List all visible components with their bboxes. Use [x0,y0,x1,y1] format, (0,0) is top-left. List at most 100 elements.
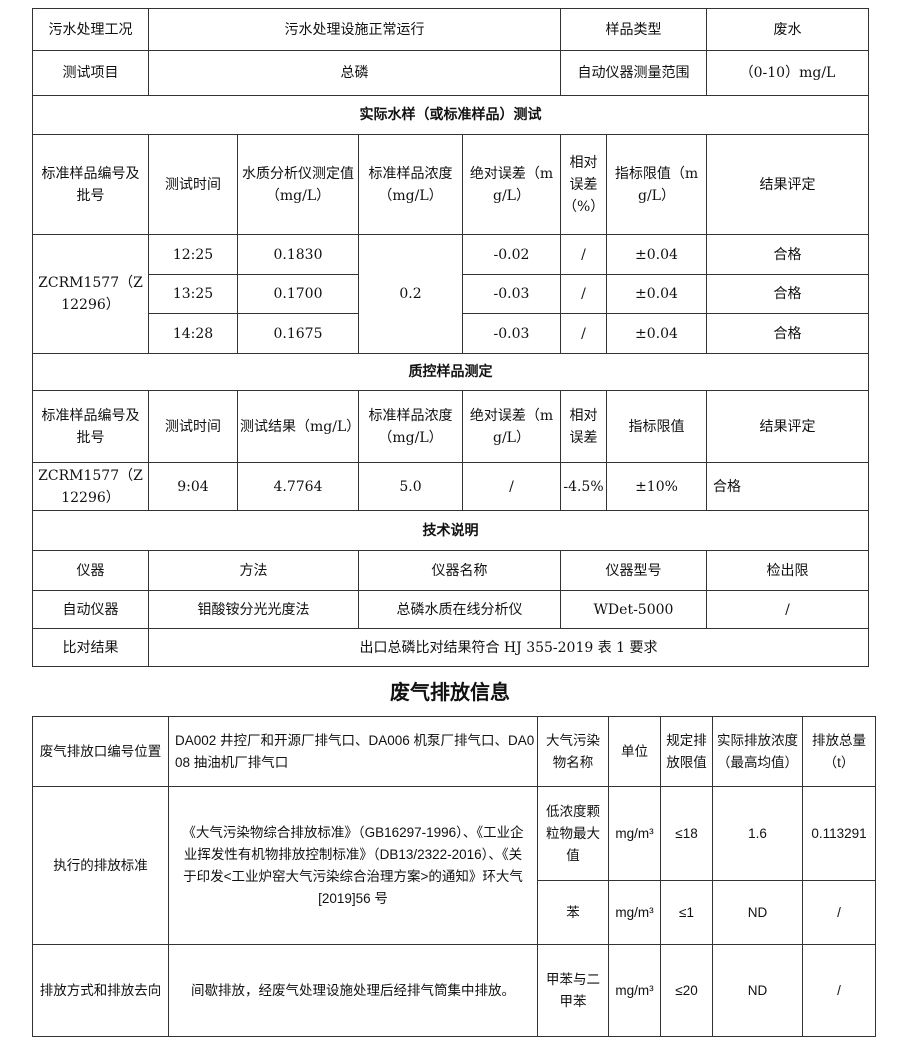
header: 测试时间 [148,134,238,235]
cell: / [706,590,869,629]
cell: ≤18 [660,786,713,881]
standards-text: 《大气污染物综合排放标准》（GB16297-1996）、《工业企业挥发性有机物排… [168,786,538,945]
cell: / [560,313,607,354]
cell: 自动仪器 [32,590,149,629]
header: 标准样品编号及批号 [32,390,149,463]
cell: 4.7764 [237,462,359,511]
cell: ±0.04 [606,234,707,275]
cell: 0.113291 [802,786,876,881]
header: 测试结果（mg/L） [237,390,360,463]
cell: 13:25 [148,274,238,314]
cell: mg/m³ [608,944,661,1037]
header: 标准样品浓度（mg/L） [358,390,463,463]
section-title: 质控样品测定 [32,353,869,391]
label: 执行的排放标准 [32,786,169,945]
cell: mg/m³ [608,786,661,881]
header: 绝对误差（mg/L） [462,134,561,235]
cell: ±10% [606,462,707,511]
cell: 0.1830 [237,234,359,275]
label: 自动仪器测量范围 [560,50,707,96]
cell: -0.03 [462,313,561,354]
cell: ±0.04 [606,274,707,314]
cell: 合格 [706,234,869,275]
cell: 低浓度颗粒物最大值 [537,786,609,881]
cell: 总磷水质在线分析仪 [358,590,561,629]
label: 比对结果 [32,628,149,667]
cell: ±0.04 [606,313,707,354]
value: 出口总磷比对结果符合 HJ 355-2019 表 1 要求 [148,628,869,667]
exhaust-emission-table: 废气排放口编号位置 DA002 井控厂和开源厂排气口、DA006 机泵厂排气口、… [32,716,876,1037]
header: 结果评定 [706,134,869,235]
cell: ND [712,880,803,945]
cell: 合格 [706,313,869,354]
cell: -4.5% [560,462,607,511]
cell: 合格 [706,462,869,511]
cell: / [802,880,876,945]
header: 仪器型号 [560,550,707,591]
value: 废水 [706,8,869,51]
cell: -0.03 [462,274,561,314]
header: 排放总量（t） [802,716,876,787]
value: 污水处理设施正常运行 [148,8,561,51]
section-title: 实际水样（或标准样品）测试 [32,95,869,135]
header: 单位 [608,716,661,787]
table-row: 苯 mg/m³ ≤1 ND / [33,880,876,945]
header: 相对误差 [560,390,607,463]
cell: 5.0 [358,462,463,511]
header: 指标限值（mg/L） [606,134,707,235]
header: 相对误差（%） [560,134,607,235]
header: 结果评定 [706,390,869,463]
table-row: ZCRM1577（Z12296） 9:04 4.7764 5.0 / -4.5%… [32,462,869,511]
cell: 苯 [537,880,609,945]
table-row: 排放方式和排放去向 间歇排放，经废气处理设施处理后经排气筒集中排放。 甲苯与二甲… [32,944,876,1037]
cell: / [560,234,607,275]
header: 指标限值 [606,390,707,463]
cell: ≤20 [660,944,713,1037]
table-row: 自动仪器 钼酸铵分光光度法 总磷水质在线分析仪 WDet-5000 / [32,590,869,629]
cell: / [802,944,876,1037]
header: DA002 井控厂和开源厂排气口、DA006 机泵厂排气口、DA008 抽油机厂… [168,716,538,787]
header: 仪器名称 [358,550,561,591]
cell: 1.6 [712,786,803,881]
table-row: 14:28 0.1675 -0.03 / ±0.04 合格 [33,313,869,354]
cell: 14:28 [148,313,238,354]
cell: ZCRM1577（Z12296） [32,462,149,511]
header: 大气污染物名称 [537,716,609,787]
label: 污水处理工况 [32,8,149,51]
header: 水质分析仪测定值（mg/L） [237,134,359,235]
section-heading: 废气排放信息 [390,680,510,704]
label: 排放方式和排放去向 [32,944,169,1037]
table-row: ZCRM1577（Z12296） 12:25 0.1830 0.2 -0.02 … [32,234,869,354]
section-title: 技术说明 [32,510,869,551]
cell: -0.02 [462,234,561,275]
cell: ND [712,944,803,1037]
table-row: 执行的排放标准 《大气污染物综合排放标准》（GB16297-1996）、《工业企… [32,786,876,945]
sample-id: ZCRM1577（Z12296） [32,234,149,354]
header: 标准样品浓度（mg/L） [358,134,463,235]
header: 检出限 [706,550,869,591]
cell: 12:25 [148,234,238,275]
cell: mg/m³ [608,880,661,945]
table-row: 13:25 0.1700 -0.03 / ±0.04 合格 [33,274,869,314]
header: 测试时间 [148,390,238,463]
wastewater-phosphorus-table: 污水处理工况 污水处理设施正常运行 样品类型 废水 测试项目 总磷 自动仪器测量… [32,8,869,667]
header: 废气排放口编号位置 [32,716,169,787]
cell: 0.1700 [237,274,359,314]
label: 样品类型 [560,8,707,51]
header: 仪器 [32,550,149,591]
cell: 9:04 [148,462,238,511]
cell: 0.2 [358,234,463,354]
header: 标准样品编号及批号 [32,134,149,235]
cell: 合格 [706,274,869,314]
label: 测试项目 [32,50,149,96]
cell: / [560,274,607,314]
cell: 0.1675 [237,313,359,354]
value: （0-10）mg/L [706,50,869,96]
header: 实际排放浓度（最高均值） [712,716,803,787]
cell: 甲苯与二甲苯 [537,944,609,1037]
value: 总磷 [148,50,561,96]
header: 方法 [148,550,359,591]
cell: ≤1 [660,880,713,945]
cell: 间歇排放，经废气处理设施处理后经排气筒集中排放。 [168,944,538,1037]
cell: 钼酸铵分光光度法 [148,590,359,629]
